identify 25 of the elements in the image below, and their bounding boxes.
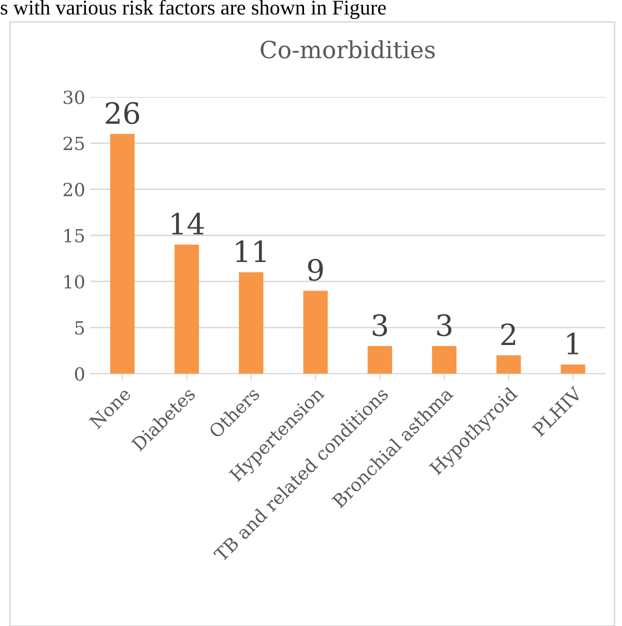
bar [368, 346, 392, 374]
y-tick-label: 5 [75, 321, 84, 335]
bar [174, 244, 199, 374]
data-label: 1 [567, 332, 578, 354]
y-tick-label: 25 [64, 136, 84, 150]
data-label: 9 [308, 258, 323, 281]
bar [496, 355, 521, 374]
data-label: 26 [106, 102, 140, 124]
data-label: 11 [236, 240, 266, 262]
bar [560, 364, 586, 374]
data-label: 3 [437, 314, 452, 336]
bar [110, 134, 135, 374]
bar [238, 272, 264, 374]
data-label: 2 [501, 323, 516, 346]
data-label: 3 [372, 314, 387, 336]
y-tick-label: 30 [64, 90, 84, 104]
y-tick-label: 15 [64, 228, 84, 242]
chart-title: Co-morbidities [260, 40, 435, 58]
y-tick-label: 10 [64, 274, 84, 289]
text: s with various risk factors are shown in Figure [0, 0, 386, 19]
data-label: 14 [172, 212, 204, 234]
bar [303, 290, 328, 374]
y-tick-label: 0 [75, 367, 84, 381]
y-tick-label: 20 [64, 182, 84, 196]
bar [432, 346, 456, 374]
